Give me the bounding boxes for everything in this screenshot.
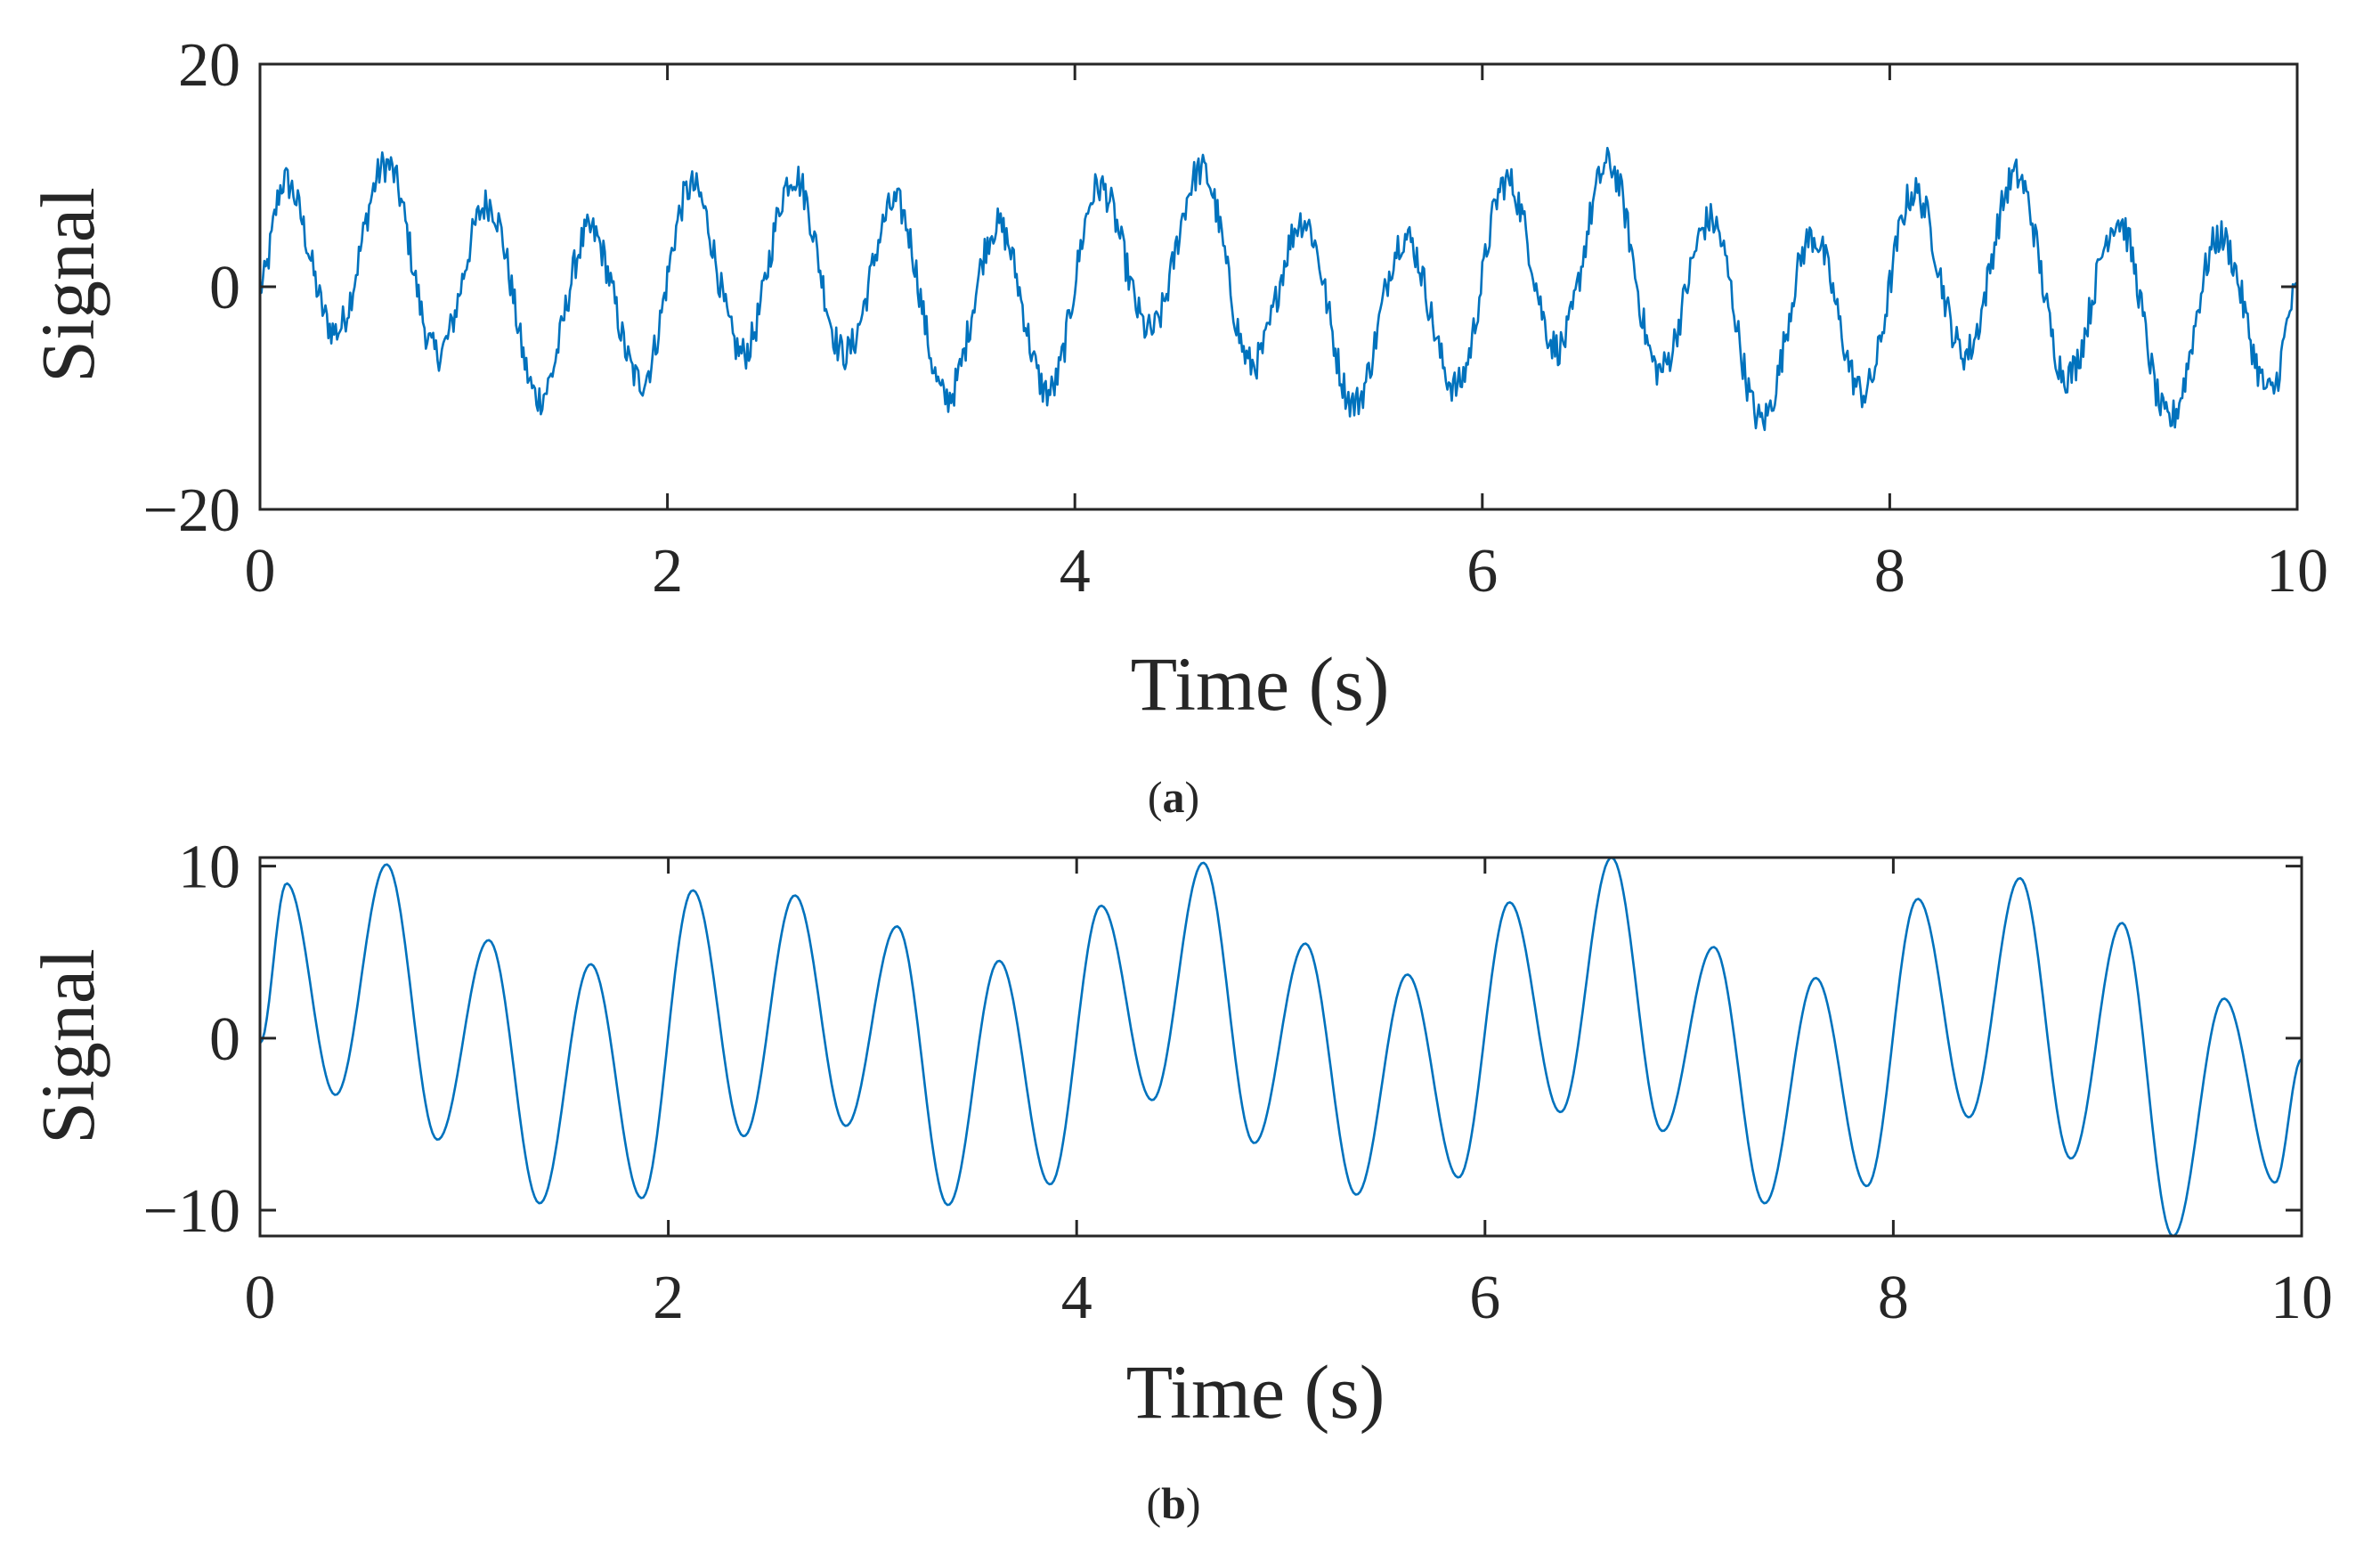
panel-b-ytick-label: 10	[178, 833, 240, 902]
panel-a-xtick-label: 10	[2266, 537, 2328, 606]
panel-a-xtick-label: 4	[1060, 537, 1091, 606]
panel-a-ytick-label: −20	[143, 476, 240, 545]
panel-b-xtick-label: 10	[2270, 1264, 2333, 1332]
panel-b-xlabel: Time (s)	[1126, 1349, 1385, 1435]
panel-b-xtick-label: 0	[245, 1264, 276, 1332]
panel-a-series-line-0	[258, 146, 2298, 432]
panel-a-xtick-label: 0	[245, 537, 276, 606]
panel-b-xtick-label: 4	[1061, 1264, 1093, 1332]
panel-b-xtick-label: 8	[1878, 1264, 1909, 1332]
panel-b-ytick-label: 0	[209, 1005, 240, 1074]
panel-a-xlabel: Time (s)	[1131, 641, 1390, 727]
panel-b-ylabel: Signal	[25, 948, 110, 1144]
panel-b-series-line-0	[258, 856, 2303, 1238]
panel-b-xtick-label: 2	[653, 1264, 684, 1332]
panel-a-ytick-label: 0	[209, 254, 240, 322]
panel-b-ytick-label: −10	[143, 1177, 240, 1246]
panel-a-ytick-label: 20	[178, 31, 240, 100]
panel-a-ylabel: Signal	[25, 187, 110, 383]
panel-b-xtick-label: 6	[1469, 1264, 1500, 1332]
panel-a-xtick-label: 8	[1874, 537, 1905, 606]
panel-b-axes-box	[258, 856, 2303, 1238]
panel-a-xtick-label: 6	[1466, 537, 1498, 606]
panel-a-xtick-label: 2	[652, 537, 683, 606]
panel-b-caption: (b)	[1146, 1478, 1200, 1528]
panel-a-caption: (a)	[1148, 772, 1199, 822]
